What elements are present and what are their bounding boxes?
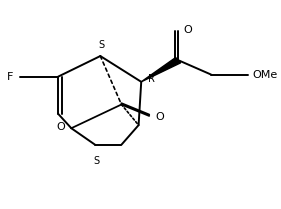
- Text: O: O: [183, 25, 192, 35]
- Text: S: S: [93, 156, 99, 166]
- Text: F: F: [7, 72, 13, 82]
- Polygon shape: [141, 57, 181, 82]
- Text: R: R: [148, 74, 155, 84]
- Text: OMe: OMe: [252, 70, 277, 80]
- Text: S: S: [99, 40, 105, 50]
- Text: O: O: [57, 122, 65, 132]
- Text: O: O: [155, 112, 164, 122]
